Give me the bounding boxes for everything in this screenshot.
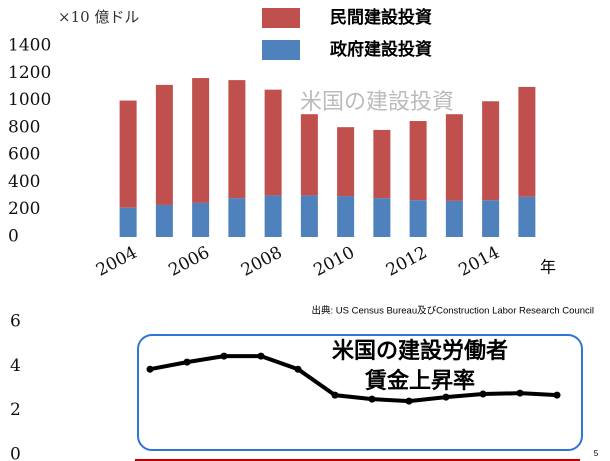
bar-segment — [264, 195, 282, 237]
x-tick-label: 2004 — [93, 243, 141, 281]
unit-label: ×10 億ドル — [58, 8, 139, 26]
annotation: 賃金上昇率 — [364, 368, 475, 394]
point — [257, 352, 265, 360]
point — [146, 365, 154, 373]
bar-segment — [264, 89, 282, 196]
point — [516, 389, 524, 397]
y-tick-label: 4 — [10, 356, 21, 376]
bar-segment — [228, 80, 246, 199]
bar-segment — [409, 200, 427, 237]
x-tick-label: 2008 — [238, 243, 286, 281]
annotation-box — [137, 334, 583, 451]
x-tick-label: 2012 — [383, 243, 431, 281]
point — [368, 395, 376, 403]
point — [442, 393, 450, 401]
bar-segment — [482, 101, 500, 201]
y-tick-label: 1400 — [8, 36, 51, 56]
legend-swatch — [262, 8, 300, 28]
page-number: 5 — [594, 449, 599, 458]
bar-segment — [119, 100, 137, 208]
legend-label: 政府建設投資 — [330, 39, 432, 60]
y-tick-label: 600 — [8, 145, 40, 165]
x-tick-label: 2014 — [455, 243, 503, 281]
legend-label: 民間建設投資 — [330, 7, 432, 28]
y-tick-label: 0 — [8, 227, 19, 247]
y-tick-label: 800 — [8, 117, 40, 137]
x-tick-label: 2010 — [310, 243, 358, 281]
bar-segment — [518, 86, 536, 197]
bar-segment — [373, 129, 391, 199]
line — [149, 354, 558, 404]
point — [331, 391, 339, 399]
bar-segment — [192, 202, 210, 237]
bar-segment — [192, 78, 210, 203]
annotation: 米国の建設投資 — [300, 90, 454, 115]
bar-segment — [373, 198, 391, 237]
bar-segment — [482, 200, 500, 237]
y-tick-label: 200 — [8, 199, 40, 219]
point — [183, 358, 191, 366]
bar-segment — [155, 204, 173, 237]
bar-segment — [155, 84, 173, 205]
bar-segment — [300, 195, 318, 237]
bar-segment — [445, 114, 463, 201]
bar-segment — [445, 200, 463, 237]
bar-segment — [300, 114, 318, 196]
point — [294, 365, 302, 373]
bar-segment — [337, 127, 355, 197]
point — [553, 391, 561, 399]
y-tick-label: 2 — [10, 400, 21, 420]
bar-segment — [409, 121, 427, 201]
annotation: 米国の建設労働者 — [332, 338, 508, 364]
y-tick-label: 0 — [10, 445, 21, 461]
x-axis-label: 年 — [540, 258, 556, 277]
point — [479, 390, 487, 398]
bar-segment — [518, 196, 536, 237]
point — [405, 397, 413, 405]
y-tick-label: 400 — [8, 172, 40, 192]
point — [220, 352, 228, 360]
y-tick-label: 6 — [10, 312, 21, 332]
bar-segment — [119, 207, 137, 237]
y-tick-label: 1000 — [8, 90, 51, 110]
bar-segment — [228, 198, 246, 237]
legend-swatch — [262, 40, 300, 60]
y-tick-label: 1200 — [8, 63, 51, 83]
x-tick-label: 2006 — [165, 243, 213, 281]
source-note: 出典: US Census Bureau及びConstruction Labor… — [312, 305, 595, 317]
bar-segment — [337, 196, 355, 237]
